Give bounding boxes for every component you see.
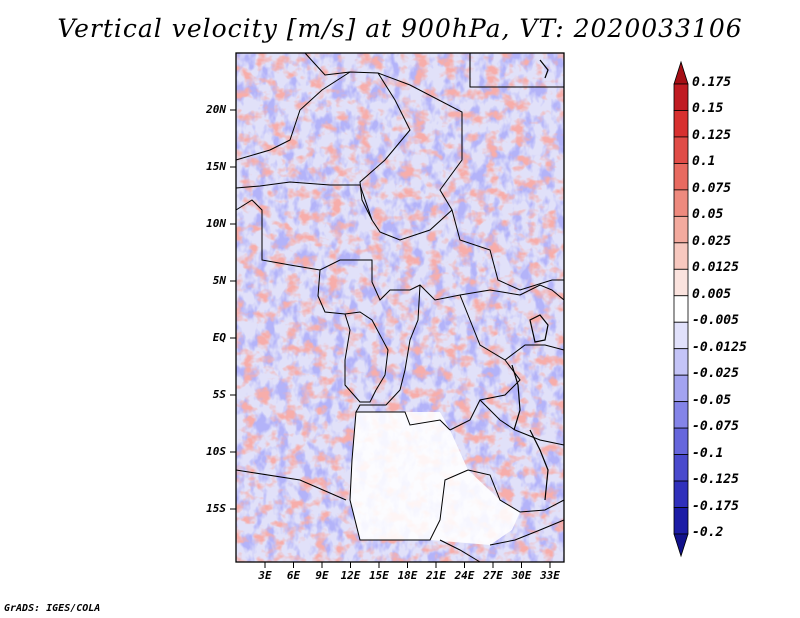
lon-label: 21E	[426, 569, 446, 582]
lakes-coastline	[511, 59, 549, 501]
credit-text: GrADS: IGES/COLA	[4, 603, 101, 614]
latitude-ticks	[230, 109, 236, 510]
colorbar-label: 0.005	[692, 286, 732, 302]
map-title: Vertical velocity [m/s] at 900hPa, VT: 2…	[57, 14, 743, 43]
colorbar-label: -0.175	[692, 498, 739, 514]
map-frame	[235, 52, 565, 563]
colorbar-label: 0.0125	[692, 260, 739, 276]
colorbar-label: -0.025	[692, 366, 739, 382]
lat-label: 20N	[206, 103, 226, 116]
longitude-ticks	[264, 562, 551, 568]
country-borders	[235, 52, 565, 563]
lon-label: 6E	[286, 569, 301, 582]
colorbar-swatch	[673, 189, 689, 217]
colorbar-label: -0.075	[692, 419, 739, 435]
colorbar-label: 0.075	[692, 180, 732, 196]
colorbar-swatch	[673, 60, 689, 85]
colorbar-swatch	[673, 480, 689, 508]
colorbar-label: -0.1	[692, 445, 724, 461]
colorbar-swatch	[673, 321, 689, 350]
colorbar-swatch	[673, 507, 689, 535]
colorbar-swatch	[673, 427, 689, 455]
lon-label: 18E	[397, 569, 418, 582]
colorbar-label: -0.2	[692, 525, 724, 540]
lon-label: 24E	[454, 569, 475, 582]
colorbar-label: -0.125	[692, 472, 739, 488]
lon-label: 3E	[258, 569, 272, 582]
colorbar-swatch	[673, 268, 689, 297]
colorbar-swatch	[673, 242, 689, 270]
colorbar-label: -0.005	[692, 313, 739, 329]
colorbar-swatch	[673, 295, 689, 323]
colorbar-swatch	[673, 454, 689, 482]
colorbar-label: 0.175	[692, 75, 732, 90]
lon-label: 12E	[340, 569, 361, 582]
colorbar-label: 0.1	[692, 154, 716, 170]
colorbar-swatch	[673, 215, 689, 244]
colorbar-label: -0.0125	[692, 339, 747, 355]
lon-label: 9E	[315, 569, 329, 582]
lat-label: 15S	[206, 502, 226, 515]
colorbar-swatch	[673, 348, 689, 376]
lat-label: 15N	[206, 160, 226, 173]
lon-label: 30E	[511, 569, 532, 582]
lat-label: 10S	[206, 445, 226, 458]
lat-label: 10N	[206, 217, 226, 230]
lat-label: 5N	[212, 274, 226, 287]
lon-label: 27E	[483, 569, 503, 582]
colorbar-swatch	[673, 136, 689, 164]
lat-label: 5S	[212, 388, 226, 401]
colorbar-swatch	[673, 83, 689, 111]
colorbar	[673, 60, 689, 558]
colorbar-swatch	[673, 374, 689, 403]
lon-label: 33E	[540, 569, 560, 582]
colorbar-label: -0.05	[692, 392, 732, 408]
colorbar-label: 0.025	[692, 233, 732, 249]
colorbar-label: 0.05	[692, 207, 724, 223]
colorbar-swatch	[673, 163, 689, 191]
colorbar-swatch	[673, 533, 689, 558]
colorbar-label: 0.125	[692, 127, 732, 143]
lon-label: 15E	[369, 569, 389, 582]
lat-label: EQ	[212, 331, 226, 344]
vertical-velocity-field	[236, 53, 564, 562]
colorbar-swatch	[673, 401, 689, 429]
colorbar-swatch	[673, 110, 689, 138]
colorbar-label: 0.15	[692, 101, 724, 117]
